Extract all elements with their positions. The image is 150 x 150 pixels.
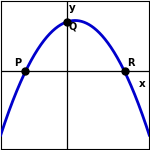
Text: P: P <box>14 58 21 68</box>
Text: R: R <box>127 58 135 68</box>
Text: Q: Q <box>69 22 77 32</box>
Text: x: x <box>139 79 146 89</box>
Text: y: y <box>69 3 76 13</box>
